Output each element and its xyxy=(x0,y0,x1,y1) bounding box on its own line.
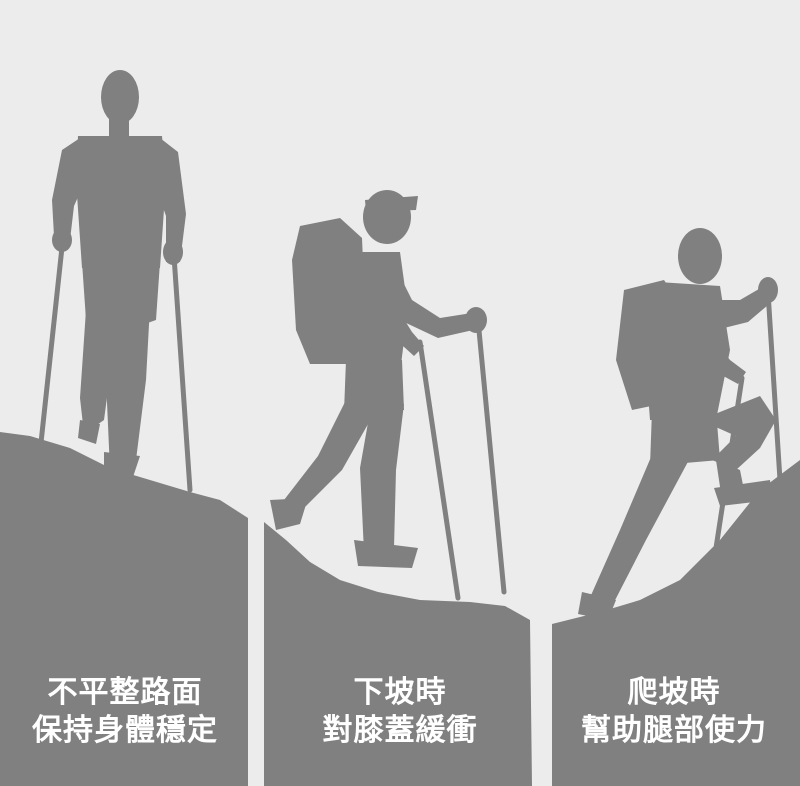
caption-3-line-2: 幫助腿部使力 xyxy=(581,713,767,748)
caption-downhill: 下坡時 對膝蓋緩衝 xyxy=(270,674,530,750)
caption-3-line-1: 爬坡時 xyxy=(627,675,721,710)
caption-2-line-2: 對膝蓋緩衝 xyxy=(322,713,478,748)
hiker-climbing-silhouette xyxy=(578,228,778,620)
caption-1-line-1: 不平整路面 xyxy=(47,675,203,710)
trekking-poles-3 xyxy=(713,289,783,551)
trekking-poles-2 xyxy=(417,317,507,601)
caption-1-line-2: 保持身體穩定 xyxy=(32,713,218,748)
caption-2-line-1: 下坡時 xyxy=(353,675,447,710)
hiker-walking-silhouette xyxy=(52,70,186,480)
trekking-poles-1 xyxy=(37,235,193,493)
rock-middle xyxy=(264,522,532,786)
caption-uneven-ground: 不平整路面 保持身體穩定 xyxy=(0,674,250,750)
hiker-downhill-silhouette xyxy=(270,190,487,568)
rock-right xyxy=(552,460,800,786)
caption-uphill: 爬坡時 幫助腿部使力 xyxy=(548,674,800,750)
rock-left xyxy=(0,432,248,786)
